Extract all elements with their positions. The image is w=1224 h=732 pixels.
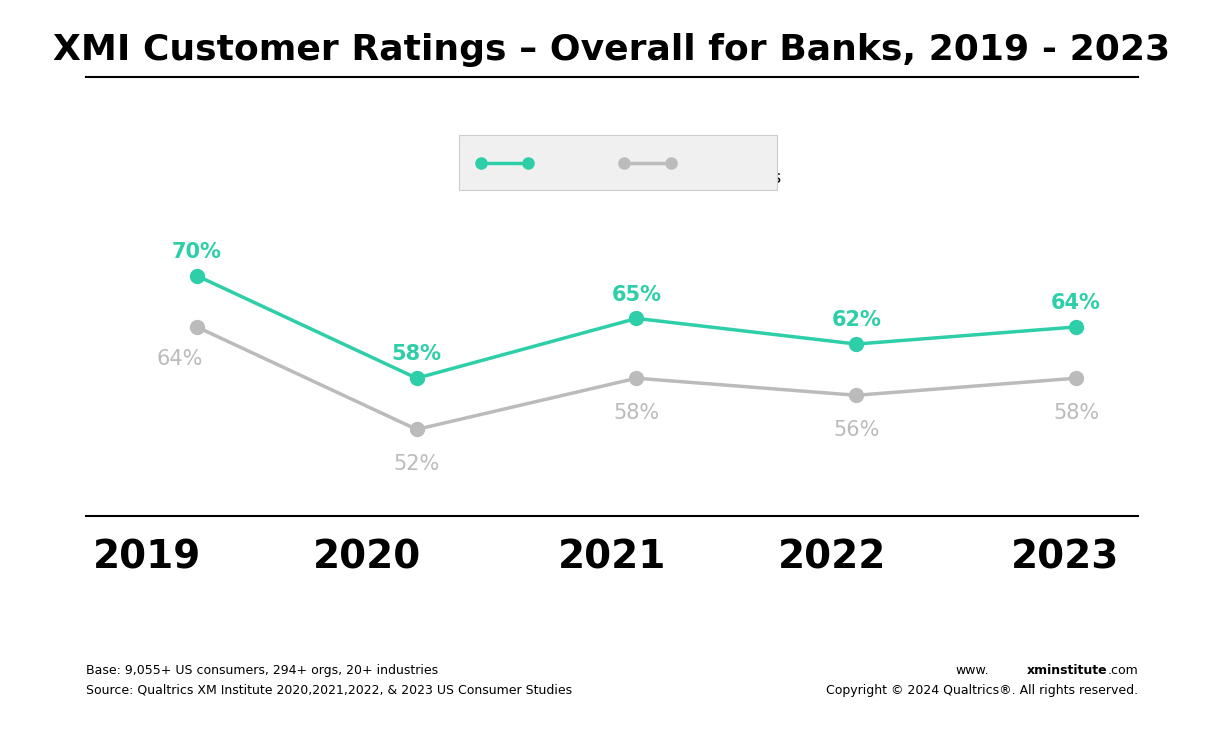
Text: Source: Qualtrics XM Institute 2020,2021,2022, & 2023 US Consumer Studies: Source: Qualtrics XM Institute 2020,2021… <box>86 684 572 697</box>
Text: Bank: Bank <box>540 139 581 157</box>
Text: 62%: 62% <box>831 310 881 330</box>
Text: 2021: 2021 <box>558 538 666 576</box>
Text: 2023: 2023 <box>1011 538 1119 576</box>
Text: 58%: 58% <box>613 403 660 423</box>
Text: Base: 9,055+ US consumers, 294+ orgs, 20+ industries: Base: 9,055+ US consumers, 294+ orgs, 20… <box>86 664 438 677</box>
Text: 64%: 64% <box>157 349 203 369</box>
Text: 64%: 64% <box>1051 293 1102 313</box>
Text: 2022: 2022 <box>778 538 886 576</box>
Text: XMI Customer Ratings – Overall for Banks, 2019 - 2023: XMI Customer Ratings – Overall for Banks… <box>54 33 1170 67</box>
Text: www.: www. <box>956 664 989 677</box>
Text: Avg Ratings: Avg Ratings <box>683 169 781 187</box>
Text: Copyright © 2024 Qualtrics®. All rights reserved.: Copyright © 2024 Qualtrics®. All rights … <box>826 684 1138 697</box>
Text: 52%: 52% <box>394 455 439 474</box>
Text: 70%: 70% <box>171 242 222 262</box>
Text: 2019: 2019 <box>93 538 201 576</box>
Text: Ratings: Ratings <box>540 169 602 187</box>
Text: 58%: 58% <box>392 344 442 365</box>
Text: xminstitute: xminstitute <box>1027 664 1108 677</box>
Text: 20-Industry: 20-Industry <box>683 139 778 157</box>
Text: 65%: 65% <box>612 285 661 305</box>
Text: 58%: 58% <box>1053 403 1099 423</box>
Text: 56%: 56% <box>834 420 880 440</box>
Text: .com: .com <box>1108 664 1138 677</box>
Text: 2020: 2020 <box>313 538 421 576</box>
